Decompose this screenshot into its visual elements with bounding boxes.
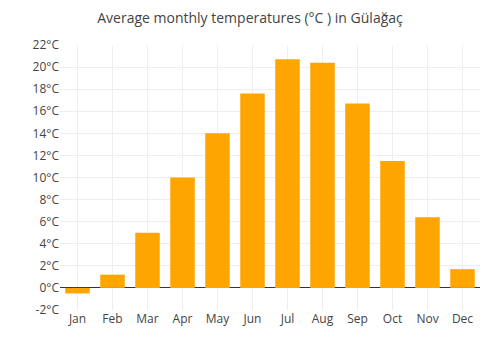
svg-text:Jun: Jun bbox=[243, 310, 262, 327]
svg-text:22°C: 22°C bbox=[33, 36, 60, 53]
svg-text:Apr: Apr bbox=[173, 310, 193, 327]
svg-text:Nov: Nov bbox=[416, 310, 438, 327]
svg-text:Aug: Aug bbox=[312, 310, 334, 327]
svg-text:Feb: Feb bbox=[102, 310, 122, 327]
svg-text:Mar: Mar bbox=[136, 310, 158, 327]
svg-text:May: May bbox=[206, 310, 230, 327]
svg-text:Average monthly temperatures (: Average monthly temperatures (°C ) in Gü… bbox=[97, 8, 403, 27]
svg-text:18°C: 18°C bbox=[33, 80, 60, 97]
svg-text:16°C: 16°C bbox=[33, 102, 60, 119]
svg-text:8°C: 8°C bbox=[39, 191, 59, 208]
svg-text:2°C: 2°C bbox=[39, 257, 59, 274]
svg-text:Sep: Sep bbox=[347, 310, 368, 327]
svg-text:4°C: 4°C bbox=[39, 235, 59, 252]
svg-text:10°C: 10°C bbox=[33, 169, 60, 186]
svg-text:20°C: 20°C bbox=[33, 58, 60, 75]
svg-text:6°C: 6°C bbox=[39, 213, 59, 230]
svg-text:Dec: Dec bbox=[452, 310, 473, 327]
svg-text:Oct: Oct bbox=[383, 310, 402, 327]
svg-text:Jan: Jan bbox=[68, 310, 86, 327]
svg-text:14°C: 14°C bbox=[33, 125, 60, 142]
svg-text:0°C: 0°C bbox=[39, 279, 59, 296]
svg-text:Jul: Jul bbox=[280, 310, 295, 327]
svg-text:12°C: 12°C bbox=[33, 147, 60, 164]
svg-text:-2°C: -2°C bbox=[36, 301, 60, 318]
